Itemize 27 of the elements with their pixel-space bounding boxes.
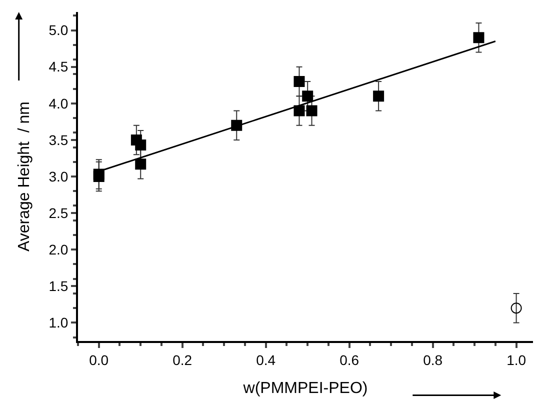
y-tick-label: 2.0 — [48, 242, 68, 258]
y-tick-label: 2.5 — [48, 204, 68, 221]
y-tick-label: 1.5 — [48, 278, 68, 294]
x-tick-label: 0.4 — [256, 352, 276, 368]
x-tick-label: 0.2 — [172, 352, 192, 368]
point — [510, 302, 522, 314]
y-tick-label: 4.5 — [48, 58, 68, 75]
x-tick-label: 0.6 — [340, 352, 360, 368]
point — [473, 32, 484, 44]
y-tick-label: 1.0 — [48, 314, 68, 331]
x-tick-label: 0.0 — [89, 352, 109, 368]
point — [373, 90, 384, 102]
point — [302, 90, 314, 102]
point — [135, 140, 146, 151]
y-tick-label: 4.0 — [48, 95, 68, 112]
point — [135, 158, 146, 170]
x-axis-title: w(PMMPEI-PEO) — [242, 380, 368, 397]
y-axis-title: Average Height / nm — [16, 101, 34, 252]
y-tick-label: 3.5 — [48, 132, 68, 148]
point — [294, 105, 305, 116]
x-tick-label: 1.0 — [506, 352, 526, 368]
point — [93, 168, 104, 180]
y-tick-label: 3.0 — [48, 168, 68, 184]
point — [306, 105, 318, 116]
point — [294, 76, 305, 87]
y-tick-label: 5.0 — [48, 22, 68, 38]
x-tick-label: 0.8 — [423, 352, 443, 368]
